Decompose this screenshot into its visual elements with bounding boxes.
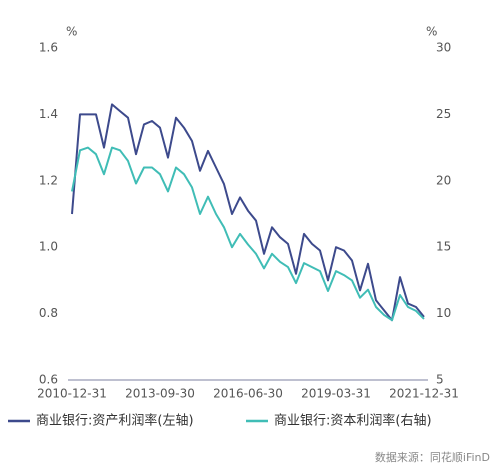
x-tick-label: 2021-12-31 <box>389 387 459 401</box>
legend: 商业银行:资产利润率(左轴) 商业银行:资本利润率(右轴) <box>8 413 432 429</box>
y2-tick-label: 10 <box>436 306 451 320</box>
x-tick-label: 2016-06-30 <box>213 387 283 401</box>
y-unit: % <box>66 25 77 39</box>
y2-tick-label: 30 <box>436 41 451 55</box>
y-tick-label: 1.2 <box>39 173 58 187</box>
y2-tick-label: 5 <box>436 373 444 387</box>
y-tick-label: 1.6 <box>39 41 58 55</box>
x-tick-label: 2010-12-31 <box>37 387 107 401</box>
y2-tick-label: 25 <box>436 107 451 121</box>
y-tick-label: 1.4 <box>39 107 58 121</box>
source: 数据来源：同花顺iFinD <box>375 450 490 464</box>
x-tick-label: 2019-03-31 <box>301 387 371 401</box>
legend-label: 商业银行:资产利润率(左轴) <box>36 413 194 429</box>
series-line <box>71 103 425 322</box>
y2-tick-label: 20 <box>436 173 451 187</box>
y-tick-label: 1.0 <box>39 240 58 254</box>
y2-unit: % <box>426 25 437 39</box>
legend-label: 商业银行:资本利润率(右轴) <box>274 413 432 429</box>
series-line <box>71 146 425 322</box>
y2-tick-label: 15 <box>436 240 451 254</box>
y-tick-label: 0.6 <box>39 373 58 387</box>
y-tick-label: 0.8 <box>39 306 58 320</box>
x-tick-label: 2013-09-30 <box>125 387 195 401</box>
